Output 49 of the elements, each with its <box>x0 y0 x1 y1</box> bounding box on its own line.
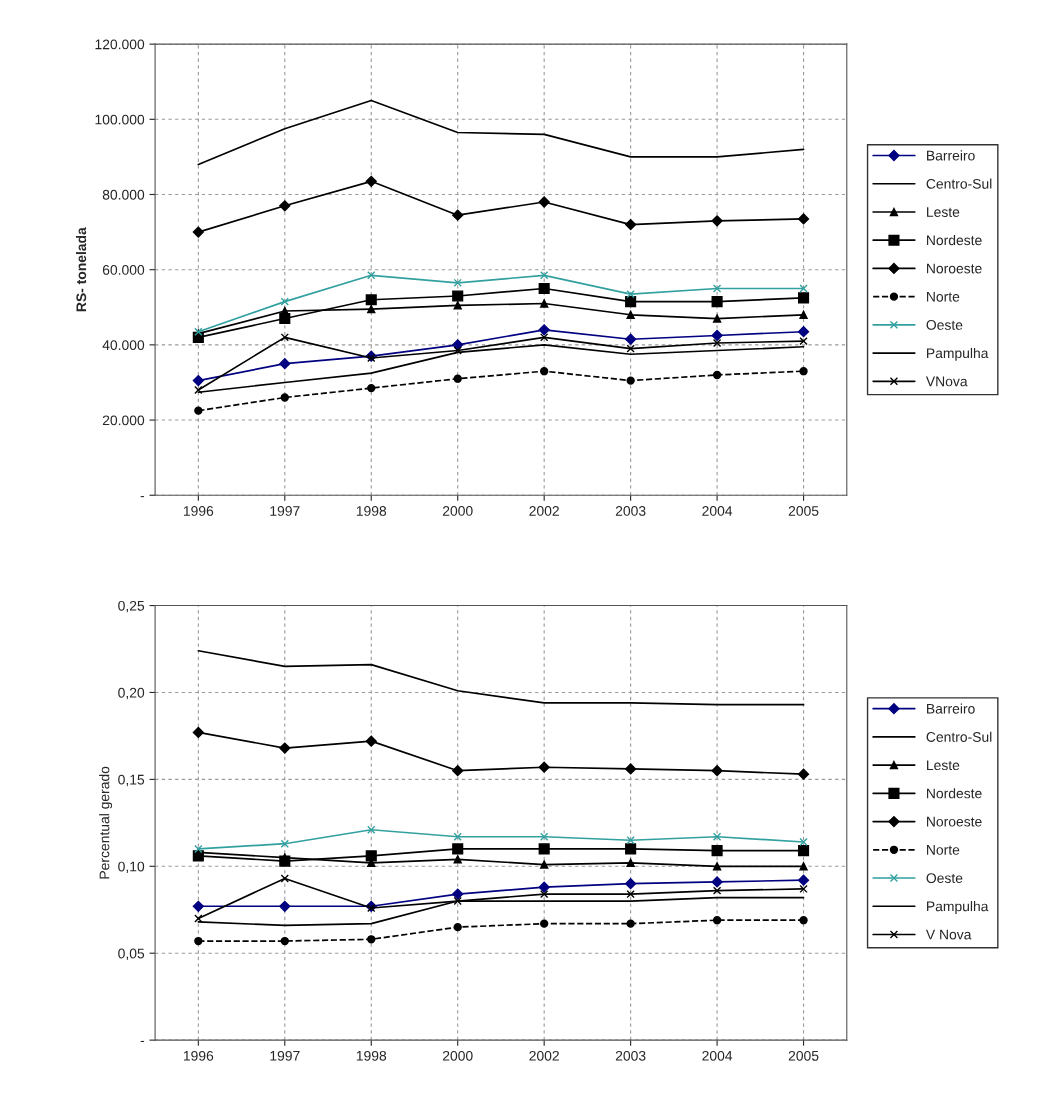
x-tick-label: 2005 <box>788 1050 819 1061</box>
y-tick-label: 120.000 <box>95 39 145 50</box>
y-axis-title: Percentual gerado <box>99 766 113 879</box>
legend-label: Barreiro <box>927 150 975 161</box>
x-tick-label: 2002 <box>529 1050 559 1061</box>
x-tick-label: 1997 <box>270 1050 300 1061</box>
legend-label: Pampulha <box>927 347 989 361</box>
legend-label: Noroeste <box>927 816 982 827</box>
x-tick-label: 2005 <box>788 506 819 516</box>
y-tick-label: 80.000 <box>102 189 145 200</box>
legend-label: Oeste <box>926 873 963 884</box>
legend-label: Noroeste <box>927 263 982 274</box>
y-tick-label: 0,15 <box>118 774 145 787</box>
x-tick-label: 2000 <box>442 506 473 516</box>
legend-label: Nordeste <box>927 788 982 799</box>
legend-label: Norte <box>927 845 960 855</box>
legend-label: Leste <box>927 207 960 217</box>
x-tick-label: 1996 <box>183 1050 214 1061</box>
y-tick-label: 20.000 <box>102 415 145 426</box>
x-tick-label: 2004 <box>702 1050 733 1061</box>
legend-label: Leste <box>927 760 960 771</box>
legend-label: Centro-Sul <box>926 178 992 189</box>
x-tick-label: 2003 <box>615 1050 646 1061</box>
y-tick-label: 40.000 <box>102 340 145 351</box>
y-tick-label: 0,05 <box>118 948 145 961</box>
y-tick-label: 0,20 <box>118 687 145 700</box>
x-tick-label: 1997 <box>270 506 300 516</box>
y-axis-title: RS- tonelada <box>75 227 87 312</box>
x-tick-label: 2002 <box>529 506 559 516</box>
y-tick-label: 0,10 <box>118 861 145 874</box>
x-tick-label: 1998 <box>356 506 387 516</box>
legend-label: V Nova <box>925 929 972 940</box>
y-tick-label: 0,25 <box>118 600 145 613</box>
y-tick-label: - <box>140 1040 145 1043</box>
legend-label: Centro-Sul <box>926 731 992 742</box>
legend-label: VNova <box>925 376 968 387</box>
y-tick-label: 60.000 <box>102 265 145 275</box>
legend-label: Norte <box>927 291 960 302</box>
x-tick-label: 2000 <box>442 1050 473 1061</box>
legend-label: Barreiro <box>927 703 975 714</box>
y-tick-label: - <box>140 496 145 498</box>
x-tick-label: 2004 <box>702 506 733 516</box>
legend-label: Nordeste <box>927 234 982 246</box>
legend-label: Oeste <box>926 320 963 330</box>
legend-label: Pampulha <box>927 901 989 914</box>
y-tick-label: 100.000 <box>95 114 145 125</box>
x-tick-label: 1998 <box>356 1050 387 1061</box>
x-tick-label: 2003 <box>615 506 646 516</box>
x-tick-label: 1996 <box>183 506 214 516</box>
